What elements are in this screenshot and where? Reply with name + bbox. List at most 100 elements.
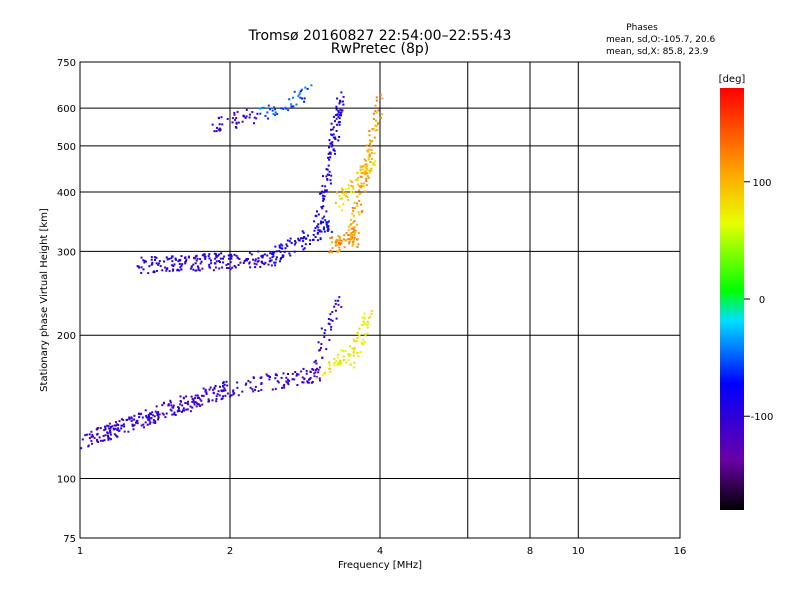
echo-point [200,399,203,402]
echo-point [286,381,289,384]
echo-point [169,408,172,411]
echo-point [192,398,195,401]
echo-point [356,178,359,181]
echo-point [238,258,241,260]
echo-point [154,410,157,413]
echo-point [218,394,221,397]
echo-point [359,166,362,169]
echo-point [286,245,289,248]
echo-point [299,96,302,99]
echo-point [234,266,237,269]
echo-point [328,146,330,149]
echo-point [365,167,368,170]
echo-point [274,377,277,380]
echo-point [325,348,328,351]
echo-point [252,390,255,393]
echo-point [118,420,121,423]
echo-point [323,195,326,198]
echo-point [245,382,248,385]
echo-point [370,169,373,172]
echo-point [338,205,341,208]
echo-point [335,108,338,111]
echo-point [230,255,233,258]
echo-point [303,100,306,103]
echo-point [330,230,333,233]
echo-point [329,182,332,185]
echo-point [201,267,204,270]
echo-point [279,260,281,263]
echo-point [243,115,246,118]
echo-point [143,426,145,429]
echo-point [115,424,118,427]
echo-point [247,258,249,260]
echo-point [143,261,146,264]
echo-point [358,213,361,216]
echo-point [273,251,276,254]
echo-point [215,398,218,400]
echo-point [317,371,320,374]
echo-point [305,237,308,240]
echo-point [237,264,240,266]
echo-point [342,95,345,98]
echo-point [91,433,94,436]
echo-point [381,97,384,100]
echo-point [282,254,285,257]
echo-point [347,225,350,228]
echo-point [204,257,207,260]
echo-point [328,339,331,341]
echo-point [279,246,282,249]
echo-point [323,215,326,218]
echo-point [358,199,361,202]
echo-point [227,263,230,266]
echo-point [276,113,279,115]
echo-point [152,271,155,274]
echo-point [375,96,378,99]
echo-point [368,134,371,137]
echo-point [370,149,373,151]
echo-point [109,438,112,441]
x-tick-label: 16 [674,546,687,557]
echo-point [268,378,271,381]
echo-point [333,305,336,308]
echo-point [350,227,353,230]
echo-point [232,393,235,396]
echo-point [341,209,344,212]
echo-point [248,262,251,265]
echo-point [302,240,305,243]
echo-point [362,320,365,323]
echo-point [274,245,277,248]
echo-point [336,113,339,116]
echo-point [338,296,341,299]
echo-point [352,210,355,213]
echo-point [308,378,310,381]
echo-point [97,441,99,443]
echo-point [357,355,360,358]
echo-point [330,145,333,148]
echo-point [189,410,192,413]
echo-point [286,378,289,381]
echo-point [222,382,224,385]
echo-point [228,257,230,260]
echo-point [317,229,320,232]
echo-point [109,431,112,434]
echo-point [179,395,182,398]
echo-point [280,107,283,110]
echo-point [165,269,168,272]
echo-point [283,250,286,253]
echo-point [374,129,377,132]
y-tick-label: 400 [57,188,76,199]
echo-point [179,400,182,402]
echo-point [219,261,221,264]
echo-point [193,403,196,406]
echo-point [245,259,248,262]
echo-point [362,338,365,341]
echo-point [180,255,183,258]
echo-point [309,376,312,379]
echo-point [356,336,359,339]
echo-point [245,115,248,118]
colorbar [720,88,744,510]
echo-point [191,400,194,403]
echo-point [275,258,278,261]
echo-point [138,412,141,415]
echo-point [260,107,263,109]
